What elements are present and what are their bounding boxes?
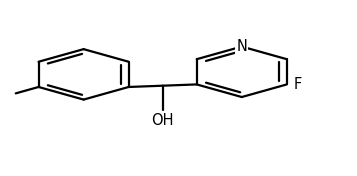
Text: F: F <box>293 77 301 92</box>
Text: N: N <box>236 39 247 54</box>
Text: OH: OH <box>151 113 174 128</box>
